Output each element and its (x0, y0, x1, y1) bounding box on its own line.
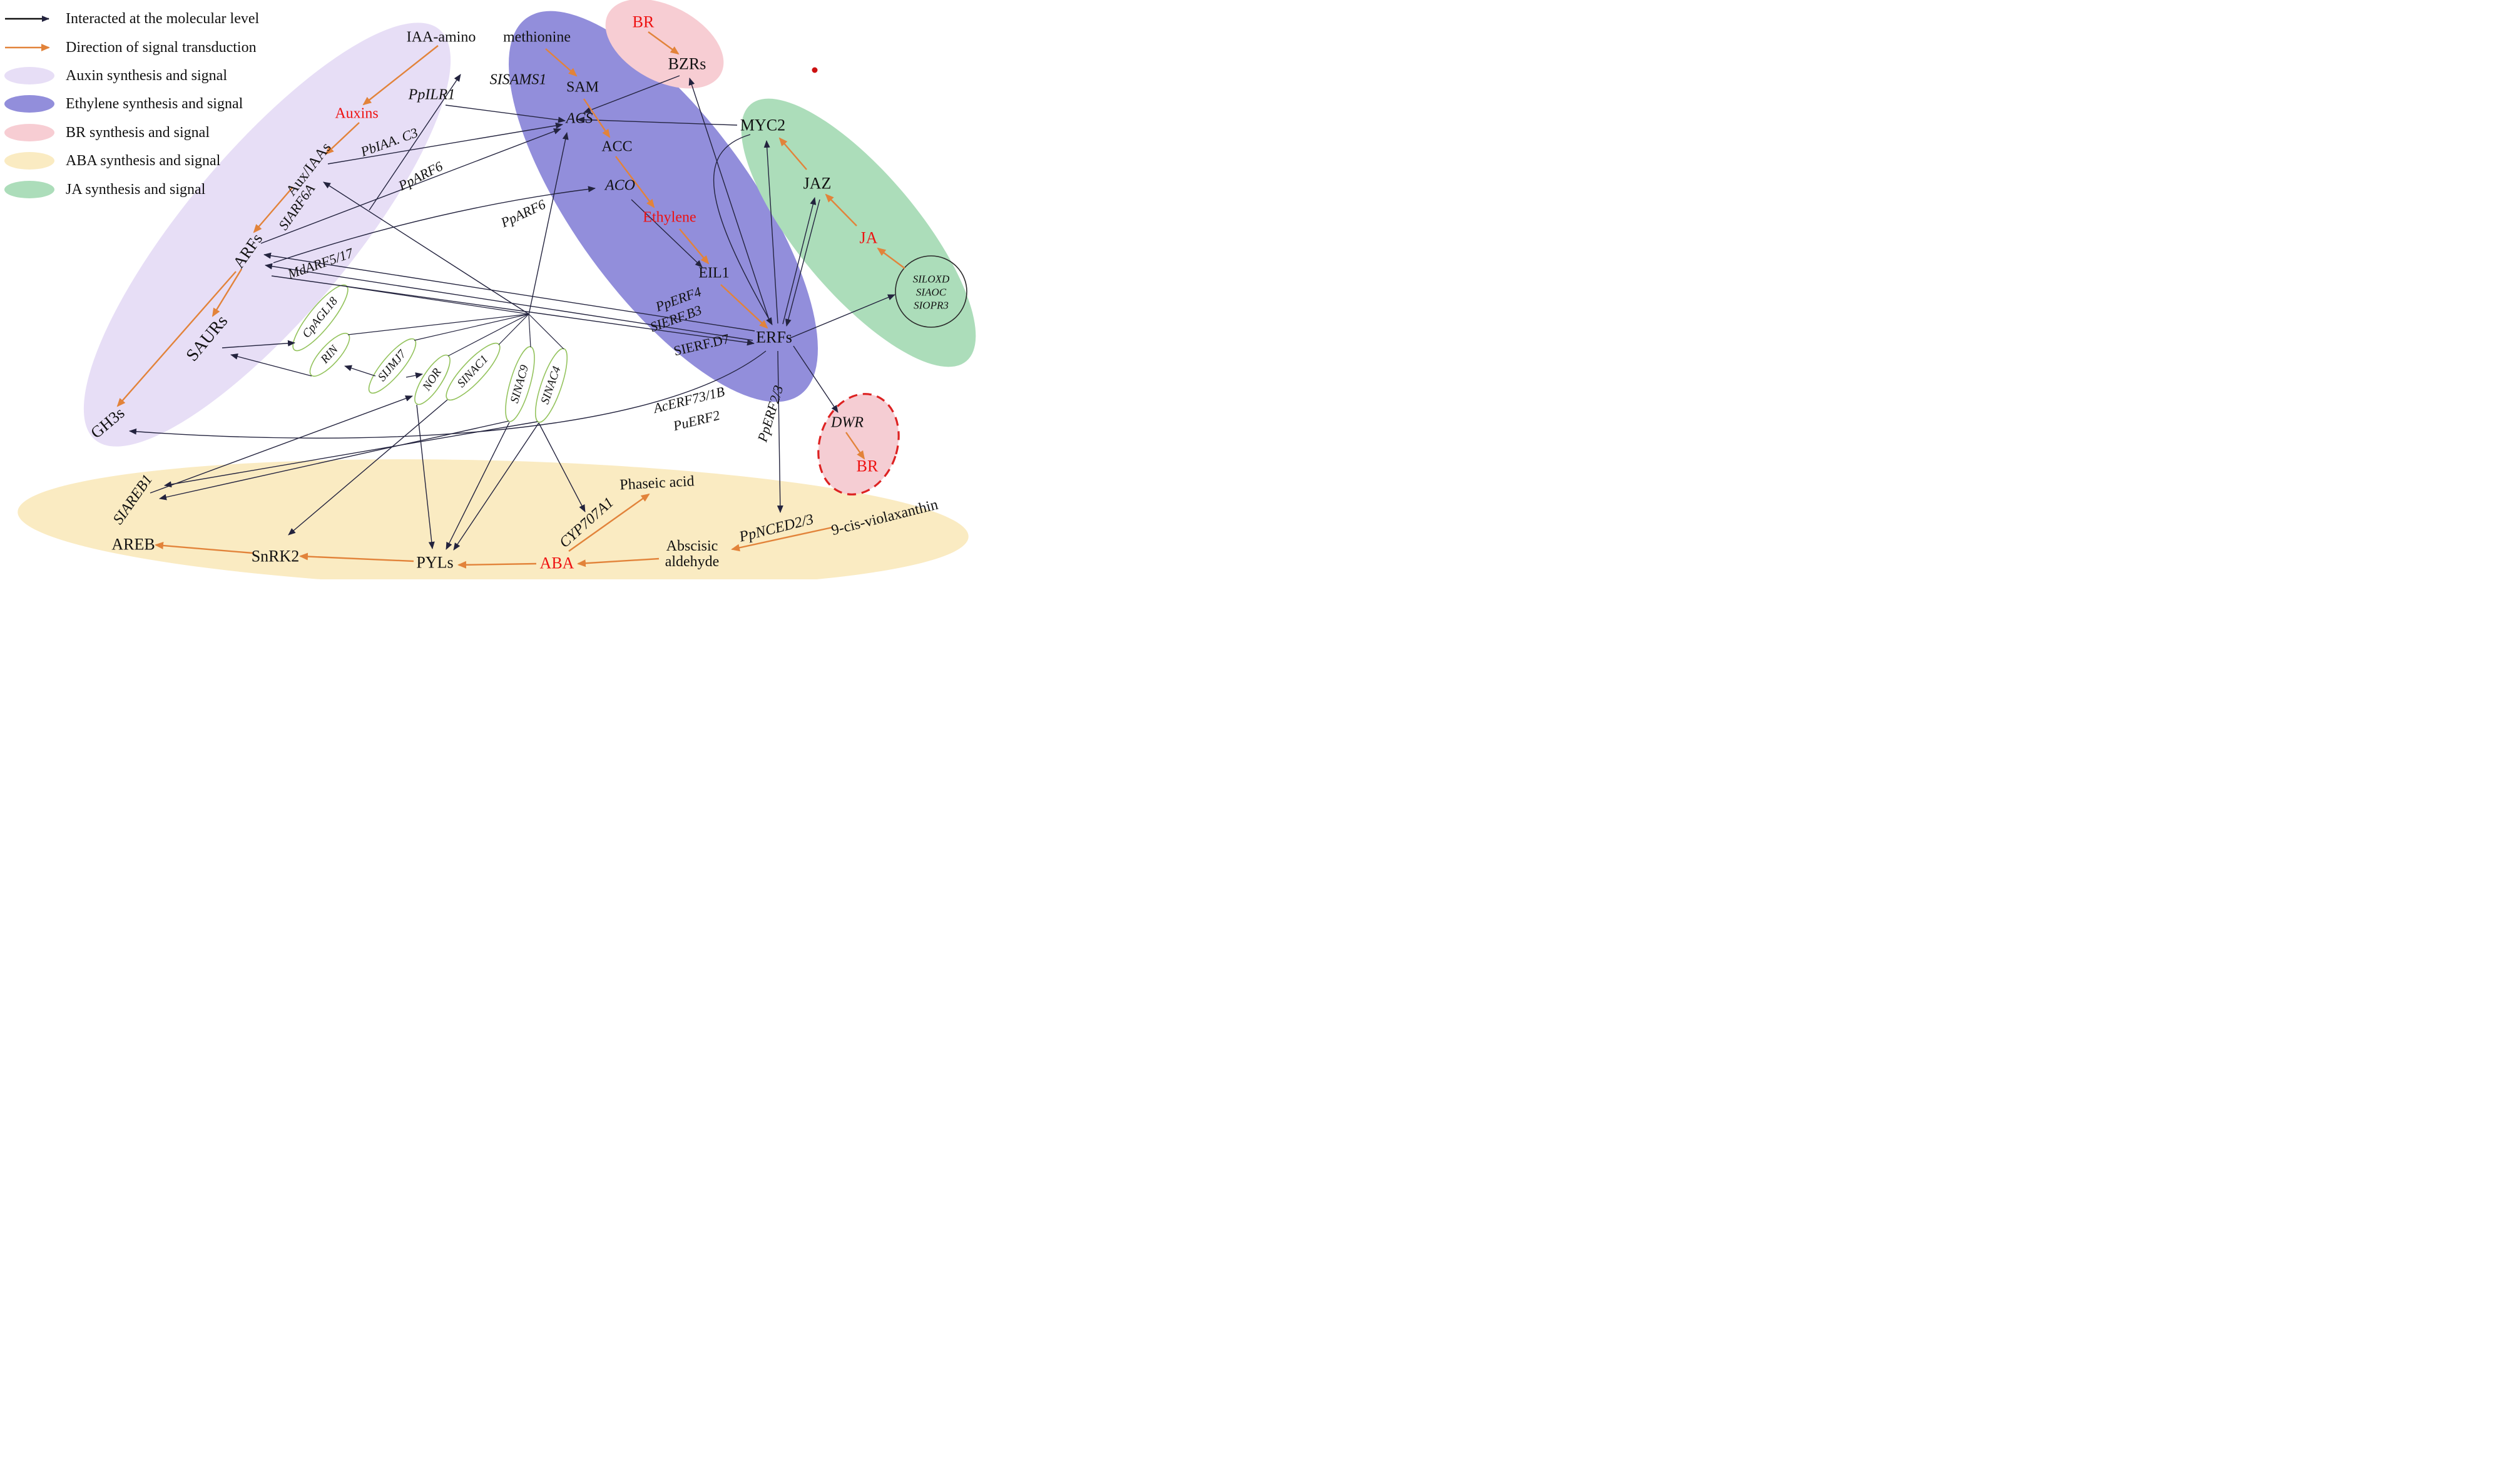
arrow-erfs-bzrs (688, 78, 771, 324)
gene-ellipses (292, 284, 568, 423)
legend-swatches (4, 16, 54, 198)
arrow-to-sisams1 (369, 74, 461, 211)
aba-swatch (4, 152, 54, 170)
arrow-arfs-gh3s (116, 271, 237, 407)
arrow-sinac9-pyls (446, 422, 510, 550)
arrow-erfs-arfs-a (263, 252, 755, 332)
arrow-br-bzrs (648, 31, 680, 55)
black-arrows (129, 74, 895, 551)
legend-item-molecular: Interacted at the molecular level (66, 11, 260, 27)
arrow-sinac4-siareb1 (164, 421, 538, 488)
orange-arrows (116, 31, 905, 569)
connector (528, 313, 531, 348)
arrow-arfs-acs (260, 128, 561, 244)
arrow-ppilr1-acs (445, 104, 566, 123)
arrow-sinac4-pyls (453, 422, 539, 551)
arrow-circle-ja (877, 247, 905, 269)
legend-item-auxin: Auxin synthesis and signal (66, 68, 227, 84)
connector (447, 313, 529, 357)
hub-connectors (345, 286, 564, 357)
arrow-iaaamino-auxins (362, 45, 439, 106)
sinac4-ellipse (534, 348, 568, 423)
arrow-arfs-saurs (212, 268, 243, 317)
arrow-pyls-snrk2 (299, 552, 414, 562)
br-swatch (4, 124, 54, 141)
connector (498, 313, 529, 345)
legend-item-aba: ABA synthesis and signal (66, 153, 221, 169)
arrow-sijmj7-rin (344, 365, 376, 377)
legend-item-ja: JA synthesis and signal (66, 181, 206, 198)
arrow-erfs-myc2 (763, 140, 778, 324)
arrow-auxins-auxiaas (325, 122, 360, 155)
arrow-ja-jaz (825, 193, 857, 226)
arrow-sinac1-snrk2 (288, 399, 448, 536)
arrow-erfs-dwr (793, 345, 839, 413)
cpagl18-ellipse (292, 284, 349, 352)
arrow-erfs-arfs-b (265, 263, 753, 341)
arrow-sam-acc (583, 98, 611, 138)
rin-ellipse (309, 332, 350, 377)
arrow-aldehyde-aba (577, 557, 660, 567)
arrow-hub-acs (528, 132, 569, 315)
arrow-hub-auxiaas (323, 181, 529, 315)
diagram-canvas (4, 0, 976, 579)
connector (414, 313, 529, 341)
region-ellipses (18, 0, 976, 579)
sinac9-ellipse (505, 346, 535, 422)
ja-genes-circle (895, 255, 967, 328)
red-dot (812, 67, 818, 73)
arrow-acc-ethylene (615, 156, 655, 208)
arrow-myc2-acs (577, 116, 738, 126)
sinac1-ellipse (446, 342, 501, 401)
arrow-nor-pyls (416, 404, 435, 549)
arrow-dwr-br (845, 432, 865, 460)
br-dashed-ellipse (817, 393, 900, 496)
arrow-aba-phaseic (568, 493, 650, 552)
legend-item-ethylene: Ethylene synthesis and signal (66, 96, 243, 112)
arrow-aco-eil1 (631, 199, 703, 268)
arrow-myc2-erfs (713, 134, 773, 325)
aba-region-ellipse (18, 459, 969, 579)
pathway-diagram: Interacted at the molecular level Direct… (0, 0, 981, 579)
arrow-jaz-myc2 (778, 137, 807, 170)
arrow-erfs-jaz (782, 197, 817, 325)
arrow-auxiaas-acs (327, 122, 563, 165)
ethylene-swatch (4, 95, 54, 113)
arrow-aba-pyls (457, 561, 537, 569)
arrow-arfs-erfs (271, 275, 755, 346)
arrow-sijmj7-nor (405, 372, 423, 379)
arrow-sinac4-cyp707a1 (538, 422, 586, 512)
connector (345, 286, 529, 315)
arrow-erfs-ppnced (777, 350, 783, 513)
arrow-sinac9-siareb1 (159, 420, 509, 501)
arrow-methionine-sam (545, 48, 578, 77)
ja-region-ellipse (741, 98, 976, 367)
arrow-arfs-aco (273, 186, 596, 263)
arrow-auxiaas-arfs (253, 186, 293, 233)
sijmj7-ellipse (368, 338, 417, 394)
arrow-jaz-erfs (785, 199, 820, 327)
arrow-to-nor (150, 395, 413, 494)
arrow-saurs-cpagl18 (222, 340, 295, 348)
auxin-swatch (4, 67, 54, 84)
arrow-bzrs-acs (583, 75, 680, 113)
arrow-erfs-gh3s (129, 350, 767, 439)
arrow-erfs-jacircle (788, 294, 895, 339)
connector (528, 313, 564, 350)
arrow-ethylene-eil1 (679, 228, 710, 265)
legend-item-br: BR synthesis and signal (66, 125, 210, 141)
legend-item-signal: Direction of signal transduction (66, 39, 257, 56)
arrow-violaxanthin-aldehyde (731, 526, 833, 552)
arrow-rin-saurs (230, 353, 312, 377)
arrow-eil1-erfs (720, 284, 768, 329)
arrow-snrk2-areb (155, 542, 253, 554)
ja-swatch (4, 181, 54, 198)
connector (347, 313, 529, 335)
